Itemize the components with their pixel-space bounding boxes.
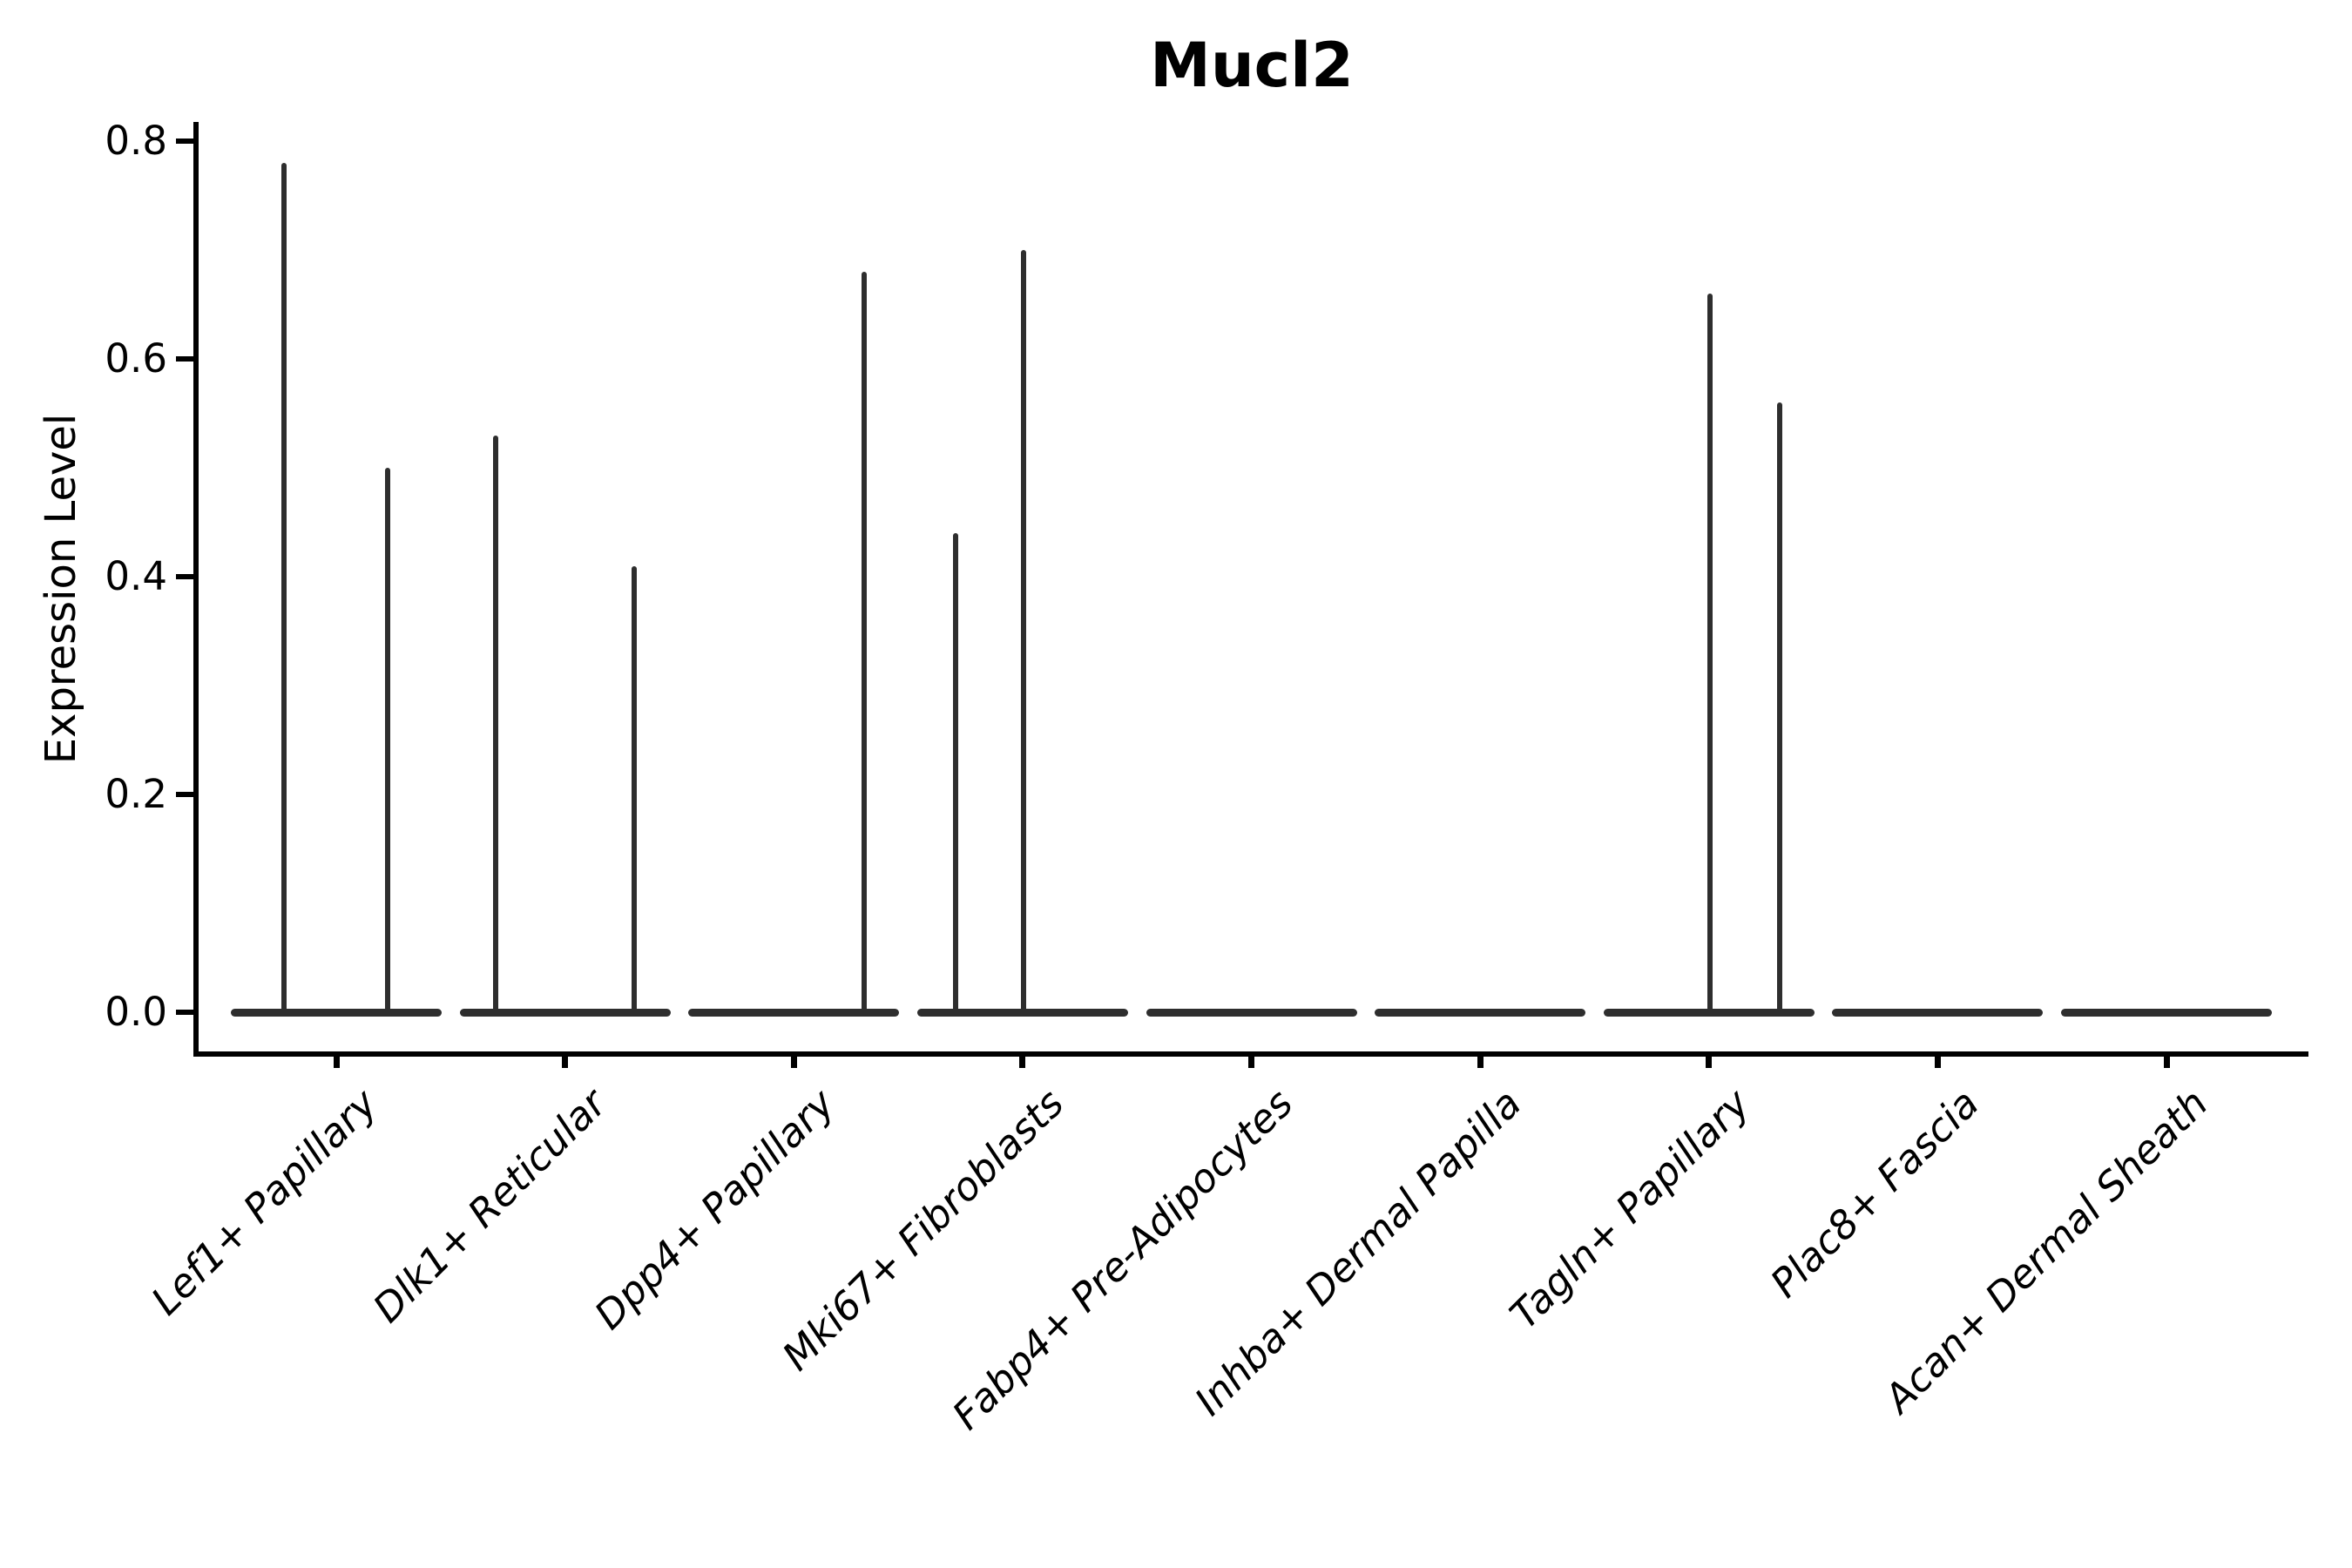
x-tick-mark: [1477, 1054, 1484, 1068]
violin-spike: [281, 163, 287, 1012]
violin-baseline: [231, 1008, 442, 1017]
y-tick-label: 0.8: [105, 118, 167, 164]
y-tick-label: 0.2: [105, 771, 167, 817]
violin-spike: [631, 565, 637, 1012]
x-tick-label: Lef1+ Papillary: [142, 1080, 387, 1324]
violin-spike: [385, 468, 390, 1012]
x-tick-label: Tagln+ Papillary: [1501, 1080, 1760, 1338]
violin-baseline: [1832, 1008, 2044, 1017]
violin-spike: [1776, 402, 1782, 1012]
violin-spike: [952, 533, 958, 1012]
y-tick-mark: [176, 1010, 193, 1015]
violin-baseline: [1375, 1008, 1586, 1017]
violin-baseline: [688, 1008, 900, 1017]
x-tick-mark: [562, 1054, 569, 1068]
y-tick-label: 0.4: [105, 553, 167, 599]
violin-spike: [862, 272, 868, 1012]
x-tick-mark: [1248, 1054, 1254, 1068]
x-tick-mark: [2163, 1054, 2170, 1068]
y-tick-mark: [176, 356, 193, 362]
x-tick-mark: [333, 1054, 340, 1068]
y-axis-spine: [193, 122, 199, 1057]
x-tick-mark: [1706, 1054, 1713, 1068]
plot-title: Mucl2: [1150, 30, 1354, 101]
y-tick-label: 0.0: [105, 989, 167, 1035]
violin-baseline: [1146, 1008, 1357, 1017]
violin-baseline: [459, 1008, 671, 1017]
x-tick-mark: [1934, 1054, 1941, 1068]
x-tick-mark: [1019, 1054, 1026, 1068]
violin-baseline: [2061, 1008, 2272, 1017]
violin-baseline: [1603, 1008, 1815, 1017]
x-tick-label: Plac8+ Fascia: [1761, 1080, 1988, 1307]
y-tick-mark: [176, 574, 193, 579]
y-tick-mark: [176, 139, 193, 144]
x-tick-label: Dpp4+ Papillary: [585, 1080, 844, 1339]
violin-baseline: [916, 1008, 1128, 1017]
x-tick-label: Dlk1+ Reticular: [363, 1080, 616, 1332]
violin-spike: [1707, 294, 1713, 1012]
y-tick-label: 0.6: [105, 335, 167, 382]
y-tick-mark: [176, 792, 193, 797]
x-tick-mark: [790, 1054, 797, 1068]
violin-spike: [1020, 250, 1026, 1012]
violin-spike: [492, 435, 498, 1012]
